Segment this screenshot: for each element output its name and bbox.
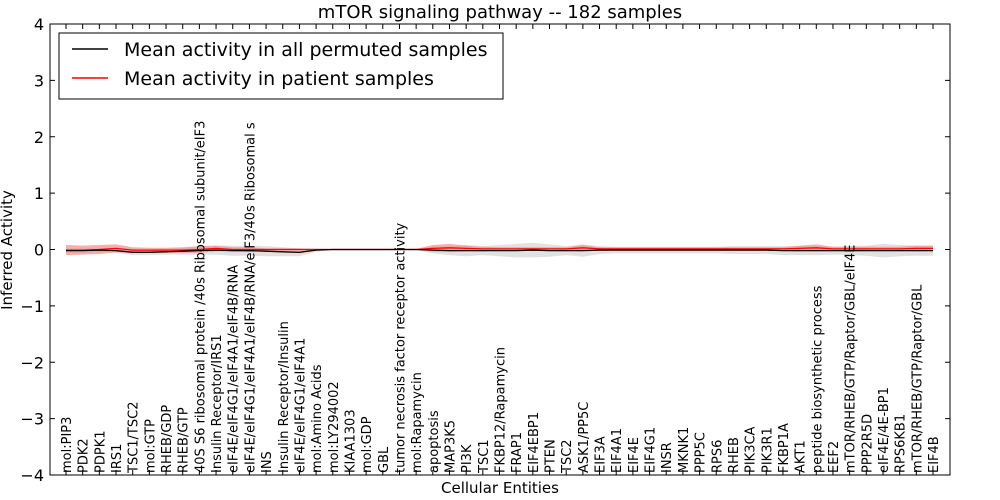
x-tick-label: mol:GDP (360, 416, 375, 473)
chart-title: mTOR signaling pathway -- 182 samples (318, 2, 682, 23)
y-tick-label: 2 (34, 128, 44, 147)
x-tick-label: tumor necrosis factor receptor activity (394, 222, 409, 473)
x-tick-label: PDK2 (77, 438, 92, 473)
x-tick-label: PIK3CA (744, 426, 759, 473)
x-tick-label: KIAA1303 (343, 409, 358, 473)
x-tick-label: FRAP1 (510, 432, 525, 473)
plot-area: −4 −3 −2 −1 0 1 2 3 4 mol:PIP3 PDK2 PDPK1 IRS1 TSC1/T… (20, 15, 951, 485)
x-tick-label: eIF4E/eIF4G1/eIF4A1/eIF4B/RNA (227, 265, 242, 473)
x-tick-label: INS (260, 451, 275, 473)
y-tick-label: −2 (20, 353, 44, 372)
x-tick-label: EEF2 (827, 441, 842, 473)
x-tick-label: EIF4B (927, 436, 942, 473)
x-tick-label: PTEN (544, 439, 559, 473)
x-tick-label: RHEB (727, 437, 742, 473)
x-tick-label: RPS6 (710, 440, 725, 473)
y-tick-label: 0 (34, 241, 44, 260)
x-tick-label: EIF4G1 (644, 427, 659, 473)
x-tick-label: PPP2R5D (860, 414, 875, 473)
x-tick-label: ASK1/PP5C (577, 402, 592, 473)
x-tick-label: mol:LY294002 (327, 381, 342, 473)
x-tick-label: mol:GTP (143, 419, 158, 473)
x-tick-label: EIF4A1 (610, 428, 625, 473)
x-tick-label: Insulin Receptor/IRS1 (210, 334, 225, 473)
y-tick-label: −4 (20, 466, 44, 485)
x-tick-label: mol:Amino Acids (310, 364, 325, 473)
x-tick-label: peptide biosynthetic process (810, 285, 825, 473)
x-tick-label: mol:Rapamycin (410, 372, 425, 473)
x-tick-label: mTOR/RHEB/GTP/Raptor/GBL/eIF4E (844, 245, 859, 474)
x-tick-label: MKNK1 (677, 427, 692, 473)
x-tick-label: RPS6KB1 (894, 414, 909, 473)
x-tick-label: apoptosis (427, 410, 442, 473)
y-tick-label: −3 (20, 410, 44, 429)
y-tick-label: 1 (34, 184, 44, 203)
x-tick-label: IRS1 (110, 444, 125, 473)
legend-label-permuted: Mean activity in all permuted samples (124, 39, 487, 61)
x-axis-label: Cellular Entities (441, 479, 559, 497)
x-tick-label: mol:PIP3 (60, 417, 75, 473)
x-tick-label: EIF4EBP1 (527, 412, 542, 473)
x-tick-label: RHEB/GDP (160, 405, 175, 473)
x-tick-label: eIF4E/eIF4G1/eIF4A1/eIF4B/RNA/eIF3/40s R… (243, 122, 258, 473)
x-tick-label: eIF4E/4E-BP1 (877, 387, 892, 473)
legend-box (58, 32, 504, 100)
x-tick-label: PPP5C (694, 432, 709, 473)
x-tick-label: FKBP12/Rapamycin (494, 347, 509, 473)
x-tick-label: INSR (660, 442, 675, 473)
y-axis-label: Inferred Activity (0, 190, 16, 310)
series-line-permuted (66, 248, 933, 253)
x-tick-label: RHEB/GTP (177, 407, 192, 473)
x-tick-label: EIF4E (627, 437, 642, 473)
x-tick-label: TSC1/TSC2 (127, 402, 142, 474)
x-tick-label: PDPK1 (93, 431, 108, 474)
x-tick-label: mTOR/RHEB/GTP/Raptor/GBL (910, 284, 925, 473)
legend-label-patient: Mean activity in patient samples (124, 68, 434, 90)
x-tick-label: TSC2 (560, 439, 575, 474)
x-tick-label: Insulin Receptor/Insulin (277, 321, 292, 473)
x-tick-label: EIF3A (594, 436, 609, 473)
x-tick-label: PI3K (460, 444, 475, 473)
y-tick-label: 4 (34, 15, 44, 34)
x-tick-label: TSC1 (477, 439, 492, 474)
x-tick-label: 40S S6 ribosomal protein /40s Ribosomal … (193, 121, 208, 473)
y-tick-label: −1 (20, 297, 44, 316)
legend: Mean activity in all permuted samples Me… (58, 32, 504, 100)
x-tick-label: PIK3R1 (760, 427, 775, 473)
series-line-patient (66, 247, 933, 251)
x-tick-label: FKBP1A (777, 423, 792, 473)
x-tick-label: eIF4E/eIF4G1/eIF4A1 (293, 338, 308, 473)
y-tick-label: 3 (34, 71, 44, 90)
x-tick-label: MAP3K5 (444, 420, 459, 473)
x-tick-label: AKT1 (794, 440, 809, 473)
x-tick-label: GBL (377, 446, 392, 473)
